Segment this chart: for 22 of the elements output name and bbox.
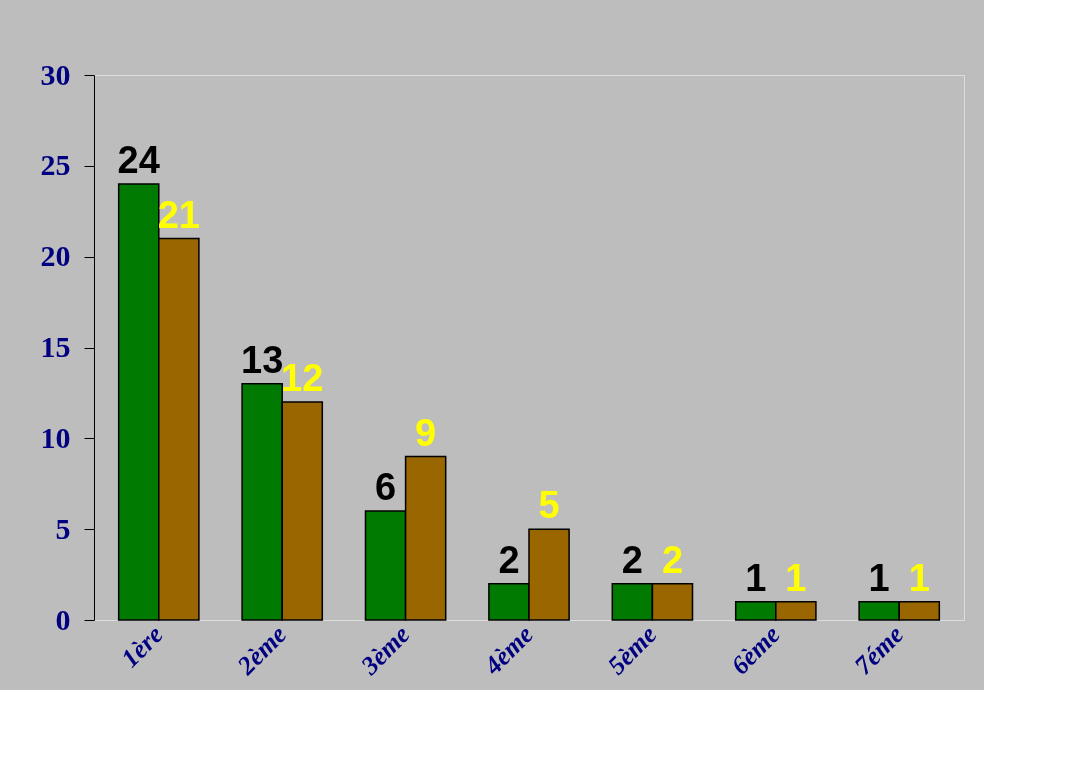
data-label: 1 (908, 556, 930, 599)
y-tick-label: 20 (40, 239, 71, 273)
data-label: 1 (785, 556, 807, 599)
data-label: 5 (538, 484, 560, 527)
data-label: 24 (117, 139, 160, 181)
data-label: 1 (745, 556, 767, 599)
data-label: 2 (621, 538, 643, 581)
y-tick-label: 30 (40, 57, 71, 91)
data-label: 21 (157, 193, 200, 236)
data-label: 6 (374, 466, 397, 508)
data-label: 9 (415, 411, 437, 454)
y-tick-label: 0 (55, 602, 71, 636)
y-tick-label: 25 (40, 148, 71, 182)
y-tick-label: 15 (40, 330, 71, 363)
data-label: 1 (868, 556, 890, 599)
data-label: 12 (281, 357, 324, 399)
data-label: 2 (661, 538, 684, 581)
data-label: 13 (241, 338, 284, 381)
data-label: 2 (498, 538, 520, 581)
x-tick-label: 1ère (115, 619, 169, 674)
y-tick-label: 5 (55, 511, 71, 545)
y-tick-label: 10 (40, 420, 71, 454)
